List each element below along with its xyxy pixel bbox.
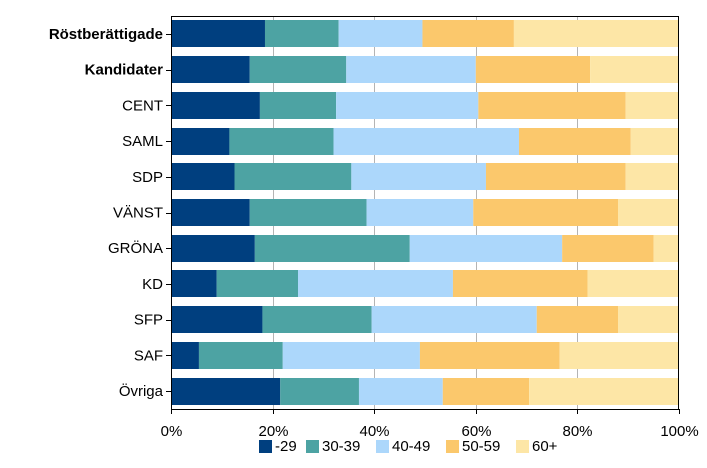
bar-segment	[171, 306, 263, 333]
bar-segment	[473, 199, 619, 226]
category-label: Kandidater	[85, 62, 164, 79]
bar-segment	[171, 378, 281, 405]
legend-swatch	[446, 440, 459, 453]
bar-segment	[587, 270, 679, 297]
bar-segment	[630, 128, 679, 155]
category-label: GRÖNA	[108, 239, 163, 257]
bar-segment	[625, 163, 679, 190]
legend: -29 30-39 40-49 50-59 60+	[259, 438, 558, 455]
category-label: SAF	[134, 347, 163, 364]
category-labels: Röstberättigade Kandidater CENT SAML SDP VÄNS…	[49, 26, 164, 400]
bar-segment	[513, 20, 679, 47]
x-tick-label: 100%	[660, 423, 698, 440]
bar-segment	[536, 306, 619, 333]
bar-segment	[171, 199, 250, 226]
legend-swatch	[376, 440, 389, 453]
bar-segment	[422, 20, 514, 47]
legend-label: -29	[275, 438, 297, 455]
bar-segment	[338, 20, 423, 47]
bar-segment	[518, 128, 631, 155]
legend-swatch	[259, 440, 272, 453]
bar-segment	[333, 128, 519, 155]
bar-segment	[618, 306, 679, 333]
x-tick-label: 40%	[359, 423, 389, 440]
x-tick-labels: 0% 20% 40% 60% 80% 100%	[161, 423, 699, 440]
x-tick-label: 0%	[161, 423, 183, 440]
bar-segment	[529, 378, 679, 405]
bar-segment	[171, 270, 217, 297]
bar-segment	[358, 378, 443, 405]
bar-segment	[171, 235, 255, 262]
legend-swatch	[516, 440, 529, 453]
legend-label: 60+	[532, 438, 558, 455]
bar-segment	[171, 342, 199, 369]
bar-segment	[249, 199, 367, 226]
x-tick-label: 80%	[562, 423, 592, 440]
bar-segment	[262, 306, 372, 333]
bar-segment	[280, 378, 359, 405]
bar-segment	[653, 235, 679, 262]
bar-segment	[478, 92, 626, 119]
plot-frame	[171, 16, 679, 410]
bar-segment	[562, 235, 654, 262]
bar-segment	[264, 20, 339, 47]
bar-segment	[346, 56, 476, 83]
bar-segment	[419, 342, 560, 369]
bar-segment	[171, 56, 250, 83]
category-label: VÄNST	[113, 205, 163, 222]
bar-segment	[442, 378, 530, 405]
bar-segment	[229, 128, 334, 155]
bar-segment	[409, 235, 563, 262]
category-label: SAML	[122, 133, 163, 150]
legend-label: 40-49	[392, 438, 430, 455]
bar-segment	[171, 128, 230, 155]
bar-segment	[171, 92, 260, 119]
bar-segment	[249, 56, 347, 83]
bar-segment	[216, 270, 298, 297]
bars	[171, 20, 679, 405]
category-label: SDP	[132, 169, 163, 186]
axes	[166, 16, 680, 414]
bar-segment	[485, 163, 626, 190]
bar-segment	[259, 92, 337, 119]
bar-segment	[336, 92, 479, 119]
bar-segment	[475, 56, 591, 83]
bar-segment	[618, 199, 679, 226]
category-label: SFP	[134, 312, 163, 329]
bar-segment	[351, 163, 486, 190]
category-label: CENT	[122, 97, 163, 114]
bar-segment	[198, 342, 283, 369]
bar-segment	[254, 235, 410, 262]
x-tick-label: 20%	[258, 423, 288, 440]
bar-segment	[371, 306, 537, 333]
bar-segment	[366, 199, 474, 226]
bar-segment	[298, 270, 453, 297]
x-tick-label: 60%	[461, 423, 491, 440]
category-label: Röstberättigade	[49, 26, 163, 43]
bar-segment	[590, 56, 679, 83]
bar-segment	[452, 270, 588, 297]
bar-segment	[559, 342, 679, 369]
bar-segment	[171, 163, 235, 190]
bar-segment	[625, 92, 679, 119]
legend-swatch	[306, 440, 319, 453]
bar-segment	[234, 163, 352, 190]
bar-segment	[171, 20, 265, 47]
legend-label: 30-39	[322, 438, 360, 455]
legend-label: 50-59	[462, 438, 500, 455]
category-label: KD	[142, 276, 163, 293]
bar-segment	[282, 342, 420, 369]
category-label: Övriga	[119, 382, 164, 400]
